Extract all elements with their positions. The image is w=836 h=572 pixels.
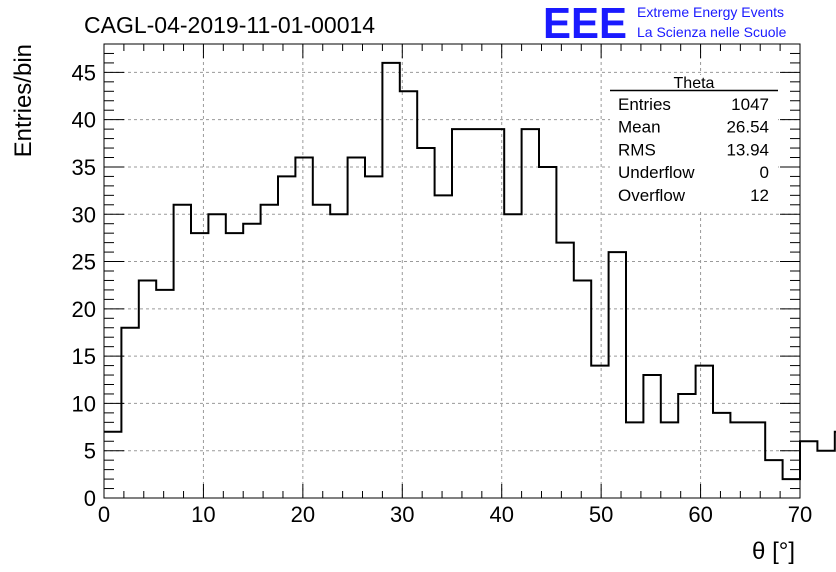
histogram-bin bbox=[817, 451, 834, 498]
logo-line2: La Scienza nelle Scuole bbox=[637, 24, 787, 40]
stats-value: 1047 bbox=[731, 95, 769, 114]
histogram-bin bbox=[713, 413, 730, 498]
x-tick-label: 0 bbox=[98, 502, 110, 527]
histogram-bin bbox=[539, 167, 556, 498]
histogram-bin bbox=[452, 129, 469, 498]
eee-logo-letters: EEE bbox=[543, 0, 627, 48]
eee-logo: EEE Extreme Energy Events La Scienza nel… bbox=[543, 0, 787, 48]
histogram-bin bbox=[243, 224, 260, 498]
histogram-bin bbox=[382, 63, 399, 498]
stats-label: Underflow bbox=[618, 163, 695, 182]
histogram-bin bbox=[313, 205, 330, 498]
histogram-bin bbox=[800, 441, 817, 498]
stats-label: Entries bbox=[618, 95, 671, 114]
histogram-bin bbox=[208, 214, 225, 498]
histogram-bin bbox=[748, 422, 765, 498]
histogram-bin bbox=[156, 290, 173, 498]
y-tick-label: 15 bbox=[72, 344, 96, 369]
tick-labels: 0 10 20 30 40 50 60 70 0 5 10 15 20 25 30 35 40 45 bbox=[72, 60, 813, 527]
x-tick-label: 60 bbox=[688, 502, 712, 527]
stats-box: Theta Entries 1047 Mean 26.54 RMS 13.94 Underf… bbox=[610, 75, 778, 210]
histogram-bin bbox=[591, 366, 608, 498]
y-tick-label: 20 bbox=[72, 297, 96, 322]
x-axis-label: θ [°] bbox=[752, 538, 795, 565]
x-tick-label: 40 bbox=[489, 502, 513, 527]
histogram-series bbox=[104, 61, 836, 499]
histogram-bin bbox=[295, 158, 312, 499]
stats-box-background bbox=[610, 75, 778, 210]
y-tick-label: 40 bbox=[72, 108, 96, 133]
histogram-bin bbox=[226, 233, 243, 498]
histogram-bin bbox=[417, 148, 434, 498]
stats-label: Mean bbox=[618, 118, 661, 137]
x-tick-label: 30 bbox=[390, 502, 414, 527]
y-tick-label: 0 bbox=[84, 486, 96, 511]
y-tick-label: 25 bbox=[72, 250, 96, 275]
histogram-bin bbox=[365, 176, 382, 498]
histogram-bin bbox=[278, 176, 295, 498]
x-tick-label: 20 bbox=[291, 502, 315, 527]
stats-value: 13.94 bbox=[726, 140, 769, 159]
axes bbox=[103, 43, 801, 499]
histogram-bin bbox=[522, 129, 539, 498]
histogram-bin bbox=[174, 205, 191, 498]
y-axis-label: Entries/bin bbox=[10, 44, 37, 157]
y-tick-label: 30 bbox=[72, 202, 96, 227]
x-tick-label: 50 bbox=[589, 502, 613, 527]
y-tick-label: 45 bbox=[72, 60, 96, 85]
y-tick-label: 10 bbox=[72, 391, 96, 416]
histogram-bin bbox=[261, 205, 278, 498]
histogram-bin bbox=[574, 280, 591, 498]
histogram-bin bbox=[609, 252, 626, 498]
stats-label: Overflow bbox=[618, 186, 686, 205]
stats-value: 26.54 bbox=[726, 118, 769, 137]
y-tick-label: 35 bbox=[72, 155, 96, 180]
stats-value: 0 bbox=[760, 163, 769, 182]
histogram-bin bbox=[696, 366, 713, 498]
histogram-bin bbox=[435, 195, 452, 498]
histogram-bin bbox=[348, 158, 365, 499]
histogram-outline bbox=[104, 61, 836, 481]
x-tick-label: 70 bbox=[788, 502, 812, 527]
histogram-bin bbox=[626, 422, 643, 498]
stats-value: 12 bbox=[750, 186, 769, 205]
histogram-bin bbox=[139, 280, 156, 498]
histogram-bin bbox=[678, 394, 695, 498]
histogram-bin bbox=[121, 328, 138, 498]
stats-label: RMS bbox=[618, 140, 656, 159]
chart-title: CAGL-04-2019-11-01-00014 bbox=[84, 12, 375, 38]
histogram-bin bbox=[469, 129, 486, 498]
histogram-bin bbox=[730, 422, 747, 498]
y-tick-label: 5 bbox=[84, 439, 96, 464]
stats-box-title: Theta bbox=[674, 75, 715, 92]
x-tick-label: 10 bbox=[191, 502, 215, 527]
histogram-bin bbox=[643, 375, 660, 498]
histogram-bin bbox=[556, 243, 573, 498]
logo-line1: Extreme Energy Events bbox=[637, 4, 784, 20]
histogram-bin bbox=[191, 233, 208, 498]
histogram-bin bbox=[661, 422, 678, 498]
